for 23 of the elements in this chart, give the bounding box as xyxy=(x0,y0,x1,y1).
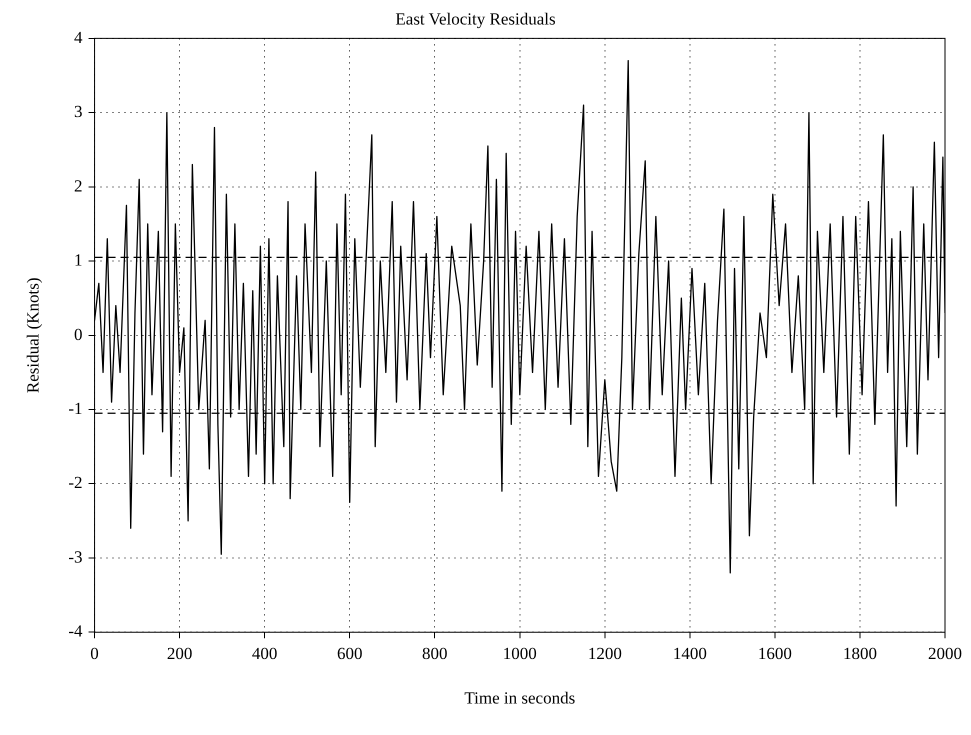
y-tick-label: 3 xyxy=(74,102,83,122)
x-tick-label: 800 xyxy=(422,644,448,663)
x-tick-label: 600 xyxy=(336,644,362,663)
chart-title: East Velocity Residuals xyxy=(395,10,556,29)
x-tick-label: 1400 xyxy=(672,644,707,663)
x-tick-label: 200 xyxy=(166,644,192,663)
x-axis-title: Time in seconds xyxy=(464,688,576,708)
x-tick-label: 1600 xyxy=(758,644,792,663)
y-tick-label: 2 xyxy=(74,176,83,196)
y-tick-label: -3 xyxy=(68,547,83,566)
y-tick-label: 1 xyxy=(74,250,83,270)
x-tick-label: 1800 xyxy=(842,644,877,663)
x-tick-label: 1200 xyxy=(588,644,622,663)
y-tick-label: -2 xyxy=(68,473,83,492)
y-tick-label: 4 xyxy=(74,28,84,47)
y-axis-title: Residual (Knots) xyxy=(24,277,43,394)
x-tick-label: 0 xyxy=(90,644,99,663)
y-tick-label: -4 xyxy=(68,622,84,641)
x-tick-label: 400 xyxy=(252,644,278,663)
x-tick-label: 1000 xyxy=(502,644,537,663)
x-tick-label: 2000 xyxy=(928,644,962,663)
y-tick-label: 0 xyxy=(74,324,83,344)
y-tick-label: -1 xyxy=(68,398,83,418)
